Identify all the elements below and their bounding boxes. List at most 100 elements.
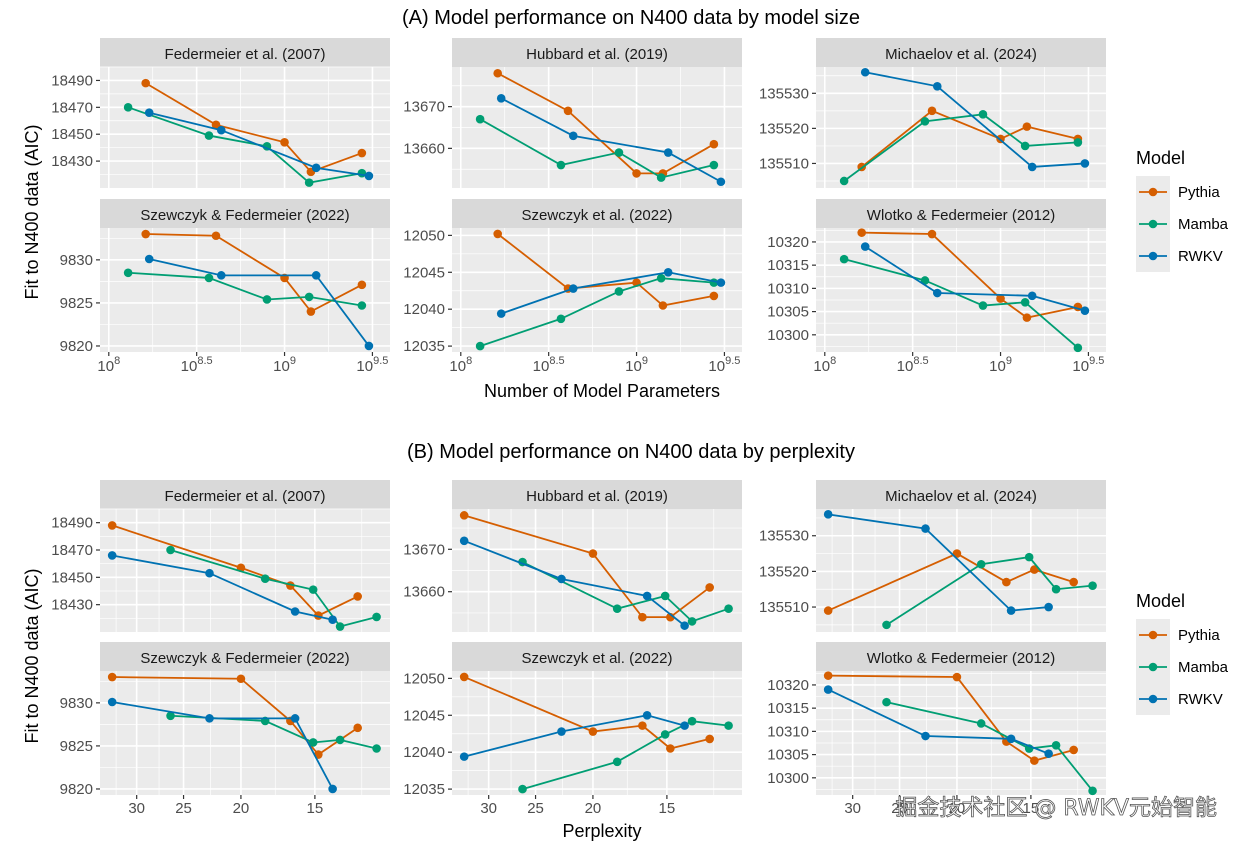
series-line-rwkv xyxy=(827,688,1049,755)
data-point-rwkv xyxy=(932,81,942,91)
panel-title: Szewczyk et al. (2022) xyxy=(522,207,673,224)
panel-strip xyxy=(816,642,1106,671)
panel-strip xyxy=(100,642,390,671)
data-point-mamba xyxy=(976,559,986,569)
series-line-rwkv xyxy=(149,258,370,347)
data-point-rwkv xyxy=(680,721,689,730)
data-point-mamba xyxy=(372,612,381,622)
panel-background xyxy=(816,671,1106,795)
data-point-pythia xyxy=(996,294,1005,303)
x-tick-label: 109.5 xyxy=(356,355,388,375)
data-point-rwkv xyxy=(642,591,652,601)
series-line-rwkv xyxy=(865,71,1085,168)
panel-title: Hubbard et al. (2019) xyxy=(526,46,668,63)
section-b-title: (B) Model performance on N400 data by pe… xyxy=(407,441,855,463)
x-tick-label: 108.5 xyxy=(533,355,565,375)
y-tick-label: 13670 xyxy=(403,541,445,558)
y-tick-label: 18490 xyxy=(51,72,93,89)
legend-key-point xyxy=(1148,630,1158,640)
y-tick-label: 18450 xyxy=(51,569,93,586)
y-tick-label: 10300 xyxy=(767,327,809,344)
data-point-mamba xyxy=(614,148,624,157)
data-point-mamba xyxy=(304,292,314,302)
y-axis-title-b: Fit to N400 data (AIC) xyxy=(22,568,42,743)
x-tick-label: 15 xyxy=(1023,800,1040,817)
panel: Michaelov et al. (2024) 135510 135520 13553… xyxy=(759,38,1106,188)
data-point-pythia xyxy=(1002,577,1011,587)
panel: Wlotko & Federmeier (2012) 10300 10305 1031… xyxy=(767,642,1106,817)
panel-title: Szewczyk et al. (2022) xyxy=(522,650,673,667)
legend-key-point xyxy=(1148,187,1158,197)
series-line-rwkv xyxy=(463,714,685,758)
panel: Michaelov et al. (2024) 135510 135520 13553… xyxy=(759,480,1106,632)
panel: Wlotko & Federmeier (2012) 10300 10305 1031… xyxy=(767,199,1106,375)
panel-title: Szewczyk & Federmeier (2022) xyxy=(140,207,349,224)
data-point-pythia xyxy=(211,231,221,241)
data-point-pythia xyxy=(952,672,962,682)
data-point-mamba xyxy=(308,585,318,594)
data-point-mamba xyxy=(656,173,666,182)
data-point-rwkv xyxy=(216,271,226,280)
panel-background xyxy=(100,671,390,795)
y-tick-label: 18450 xyxy=(51,126,93,143)
series-line-rwkv xyxy=(112,701,334,790)
series-line-rwkv xyxy=(148,111,370,177)
y-tick-label: 10310 xyxy=(767,723,809,740)
x-tick-label: 109 xyxy=(625,355,648,375)
data-point-mamba xyxy=(260,574,270,583)
panel-strip xyxy=(100,480,390,509)
y-tick-label: 10320 xyxy=(767,234,809,251)
legend-key-point xyxy=(1148,694,1158,704)
panel: Hubbard et al. (2019) 13660 13670 xyxy=(403,480,742,632)
data-point-mamba xyxy=(262,295,272,304)
y-tick-label: 12045 xyxy=(403,264,445,281)
data-point-pythia xyxy=(638,721,647,730)
data-point-rwkv xyxy=(328,615,337,624)
data-point-pythia xyxy=(1022,313,1032,322)
data-point-rwkv xyxy=(364,341,374,351)
x-tick-label: 25 xyxy=(891,800,908,817)
data-point-rwkv xyxy=(642,710,652,720)
data-point-rwkv xyxy=(823,685,833,694)
data-point-mamba xyxy=(1088,786,1097,796)
data-point-pythia xyxy=(353,723,362,733)
panel-strip xyxy=(452,199,742,228)
data-point-rwkv xyxy=(1044,749,1053,758)
panel-background xyxy=(816,509,1106,632)
series-line-rwkv xyxy=(500,97,722,183)
data-point-mamba xyxy=(123,268,133,278)
y-tick-label: 135510 xyxy=(759,599,809,616)
data-point-mamba xyxy=(660,591,670,601)
y-tick-label: 9825 xyxy=(60,295,93,312)
x-tick-label: 20 xyxy=(233,800,250,817)
x-tick-label: 108 xyxy=(813,355,836,375)
data-point-mamba xyxy=(978,301,988,310)
data-point-pythia xyxy=(709,139,719,149)
y-tick-label: 135530 xyxy=(759,528,809,545)
data-point-rwkv xyxy=(311,271,321,280)
x-tick-label: 15 xyxy=(307,800,324,817)
data-point-pythia xyxy=(1069,577,1078,587)
x-axis-title-a: Number of Model Parameters xyxy=(484,381,720,401)
y-tick-label: 13660 xyxy=(403,140,445,157)
data-point-mamba xyxy=(709,160,719,170)
series-line-rwkv xyxy=(864,245,1086,312)
panel-strip xyxy=(452,480,742,509)
data-point-rwkv xyxy=(663,148,673,157)
data-point-rwkv xyxy=(921,524,930,533)
y-tick-label: 12035 xyxy=(403,781,445,798)
y-tick-label: 9830 xyxy=(60,252,93,269)
data-point-rwkv xyxy=(364,171,374,181)
x-tick-label: 20 xyxy=(949,800,966,817)
data-point-pythia xyxy=(107,521,117,530)
legend-a: Model Pythia Mamba RWKV xyxy=(1136,148,1229,272)
data-point-mamba xyxy=(556,160,566,170)
y-tick-label: 18470 xyxy=(51,99,93,116)
watermark: 掘金技术社区 @ RWKV元始智能 xyxy=(895,796,1217,821)
panel-strip xyxy=(816,38,1106,67)
data-point-pythia xyxy=(709,291,719,301)
data-point-mamba xyxy=(978,110,988,119)
x-tick-label: 109 xyxy=(273,355,296,375)
data-point-mamba xyxy=(166,711,175,721)
data-point-mamba xyxy=(660,730,670,739)
